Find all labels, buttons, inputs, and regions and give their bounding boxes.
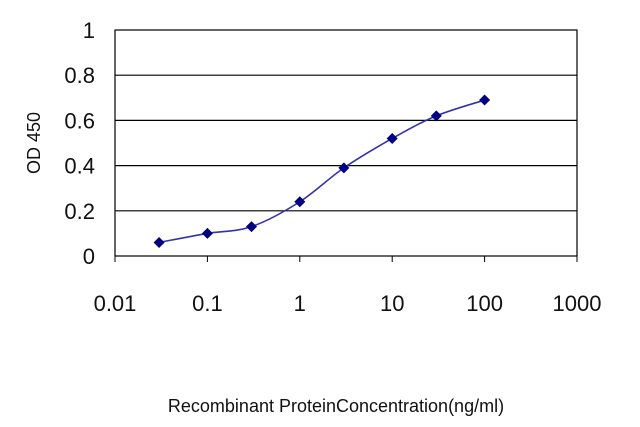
x-tick-label: 100 [466,291,503,316]
y-tick-label: 1 [83,18,95,43]
data-point-2 [245,221,257,233]
data-point-6 [430,110,442,122]
x-axis-title: Recombinant ProteinConcentration(ng/ml) [168,396,504,416]
data-point-7 [479,94,491,106]
x-tick-label: 1000 [553,291,602,316]
gridlines [115,74,577,212]
x-tick-label: 10 [380,291,404,316]
x-tick-label: 1 [294,291,306,316]
y-tick-label: 0.8 [64,63,95,88]
data-point-0 [153,236,165,248]
y-tick-labels: 0 0.2 0.4 0.6 0.8 1 [64,18,95,269]
x-tick-labels: 0.01 0.1 1 10 100 1000 [94,291,602,316]
plot-area [114,29,578,257]
x-tick-marks [114,256,578,262]
y-axis-title: OD 450 [24,112,44,174]
y-tick-label: 0 [83,244,95,269]
x-tick-label: 0.01 [94,291,137,316]
data-point-4 [338,162,350,174]
data-point-3 [294,196,306,208]
x-tick-label: 0.1 [192,291,223,316]
y-tick-label: 0.4 [64,154,95,179]
data-points [153,94,491,248]
y-tick-label: 0.6 [64,108,95,133]
data-point-5 [386,132,398,144]
data-point-1 [201,227,213,239]
y-tick-label: 0.2 [64,199,95,224]
